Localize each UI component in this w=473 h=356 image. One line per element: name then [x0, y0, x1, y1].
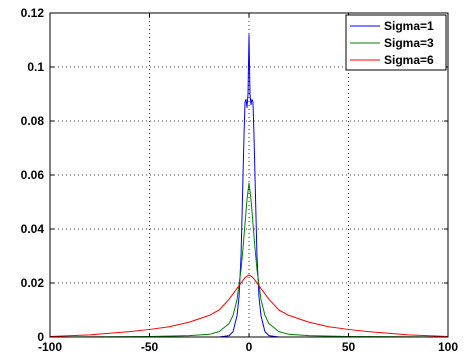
x-tick-label: 100 [438, 340, 458, 354]
x-tick-label: 50 [342, 340, 356, 354]
x-tick-label: -50 [141, 340, 159, 354]
series-line-1 [50, 34, 448, 338]
y-tick-labels: 0 0.02 0.04 0.06 0.08 0.1 0.12 [21, 6, 45, 344]
y-tick-label: 0.1 [27, 60, 44, 74]
series-line-3 [49, 274, 449, 337]
x-tick-labels: -100 -50 0 50 100 [38, 340, 458, 354]
y-tick-label: 0.12 [21, 6, 45, 20]
y-tick-label: 0 [37, 330, 44, 344]
x-tick-label: 0 [246, 340, 253, 354]
y-tick-label: 0.08 [21, 114, 45, 128]
y-tick-label: 0.04 [21, 222, 45, 236]
y-tick-label: 0.06 [21, 168, 45, 182]
y-tick-label: 0.02 [21, 276, 45, 290]
series-lines [49, 34, 449, 338]
legend-label: Sigma=6 [384, 53, 434, 67]
x-tick-label: -100 [38, 340, 62, 354]
series-line-2 [49, 182, 449, 338]
legend: Sigma=1 Sigma=3 Sigma=6 [345, 14, 447, 71]
legend-label: Sigma=1 [384, 19, 434, 33]
legend-label: Sigma=3 [384, 36, 434, 50]
tick-marks [49, 12, 449, 338]
